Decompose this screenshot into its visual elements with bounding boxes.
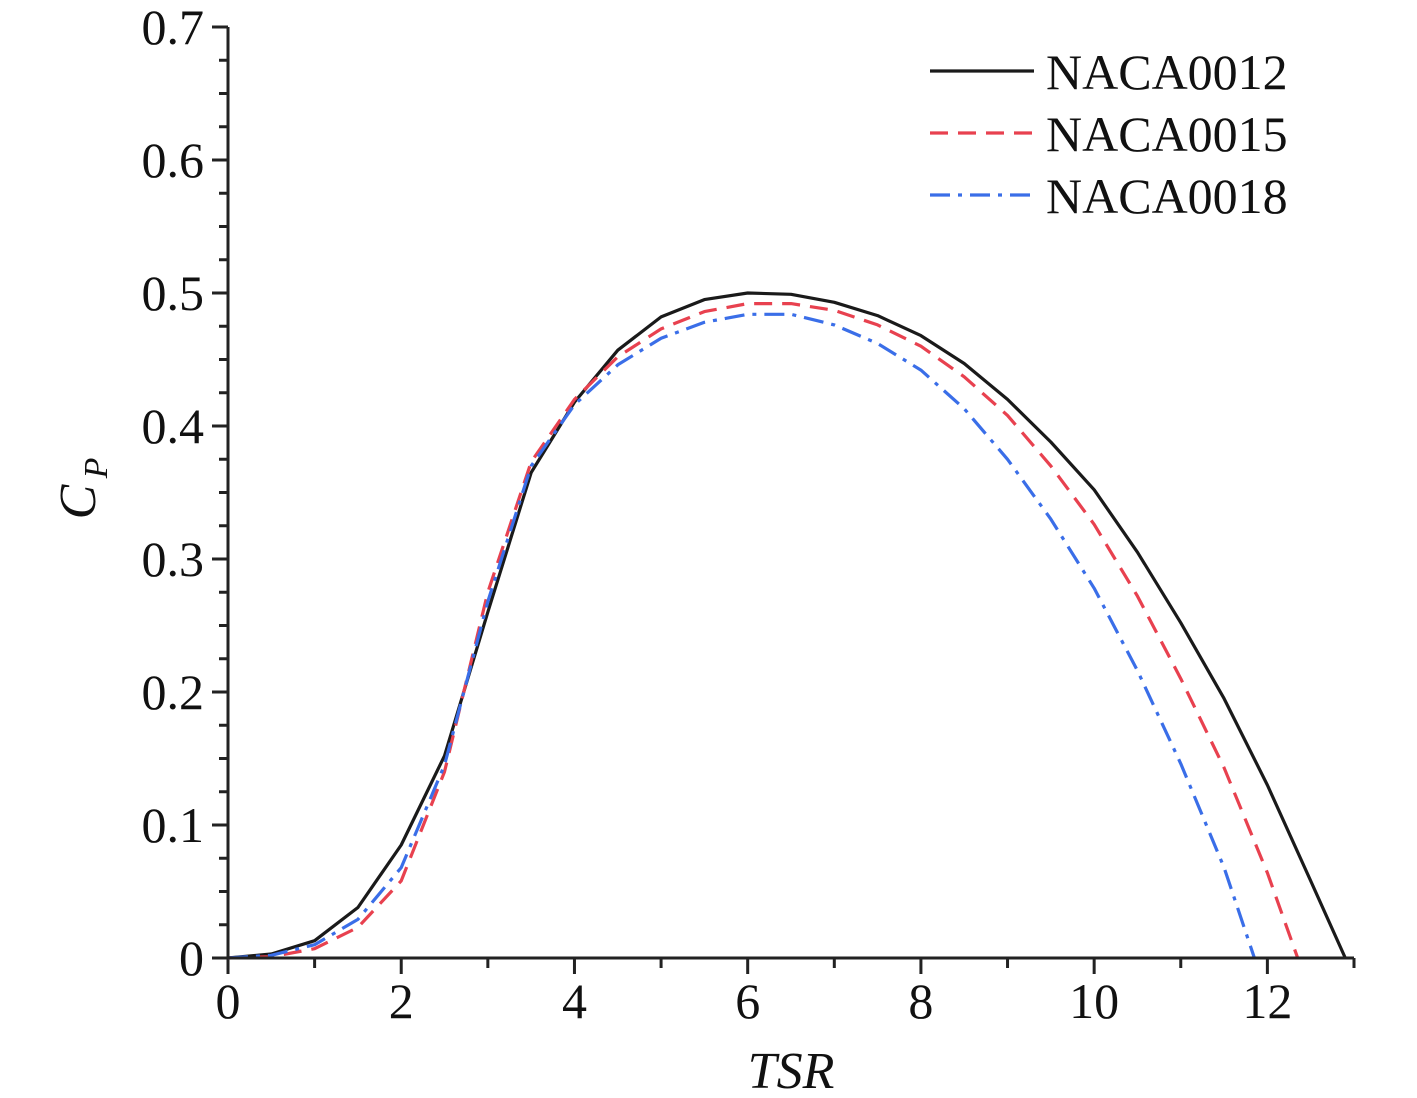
x-axis-title: TSR (748, 1043, 835, 1098)
x-tick-label: 12 (1242, 973, 1292, 1029)
series-line-naca0018 (227, 312, 1256, 960)
x-tick-label: 10 (1069, 973, 1119, 1029)
x-tick-label: 6 (735, 973, 760, 1029)
y-axis-title: C P (50, 458, 115, 520)
series-line-naca0012 (227, 291, 1347, 960)
y-tick-label: 0 (179, 930, 204, 986)
y-tick-label: 0.1 (142, 797, 205, 853)
legend: NACA0012 NACA0015 NACA0018 (930, 44, 1288, 224)
y-tick-label: 0.7 (142, 0, 205, 55)
y-tick-label: 0.3 (142, 531, 205, 587)
tick-labels: 0 2 4 6 8 10 12 0 0.1 0.2 0.3 0.4 0.5 0.6 0.7 (142, 0, 1293, 1029)
legend-label-naca0015: NACA0015 (1046, 106, 1288, 162)
x-tick-label: 0 (216, 973, 241, 1029)
axis-ticks (212, 25, 1356, 974)
x-tick-label: 4 (562, 973, 587, 1029)
y-axis-title-main: C (50, 483, 107, 519)
x-tick-label: 2 (389, 973, 414, 1029)
x-tick-label: 8 (908, 973, 933, 1029)
y-axis-title-subscript: P (78, 458, 115, 480)
legend-label-naca0018: NACA0018 (1046, 168, 1288, 224)
series-lines (227, 291, 1347, 960)
legend-label-naca0012: NACA0012 (1046, 44, 1288, 100)
y-tick-label: 0.2 (142, 664, 205, 720)
series-line-naca0015 (227, 302, 1300, 960)
y-tick-label: 0.4 (142, 398, 205, 454)
y-tick-label: 0.6 (142, 132, 205, 188)
y-tick-label: 0.5 (142, 265, 205, 321)
